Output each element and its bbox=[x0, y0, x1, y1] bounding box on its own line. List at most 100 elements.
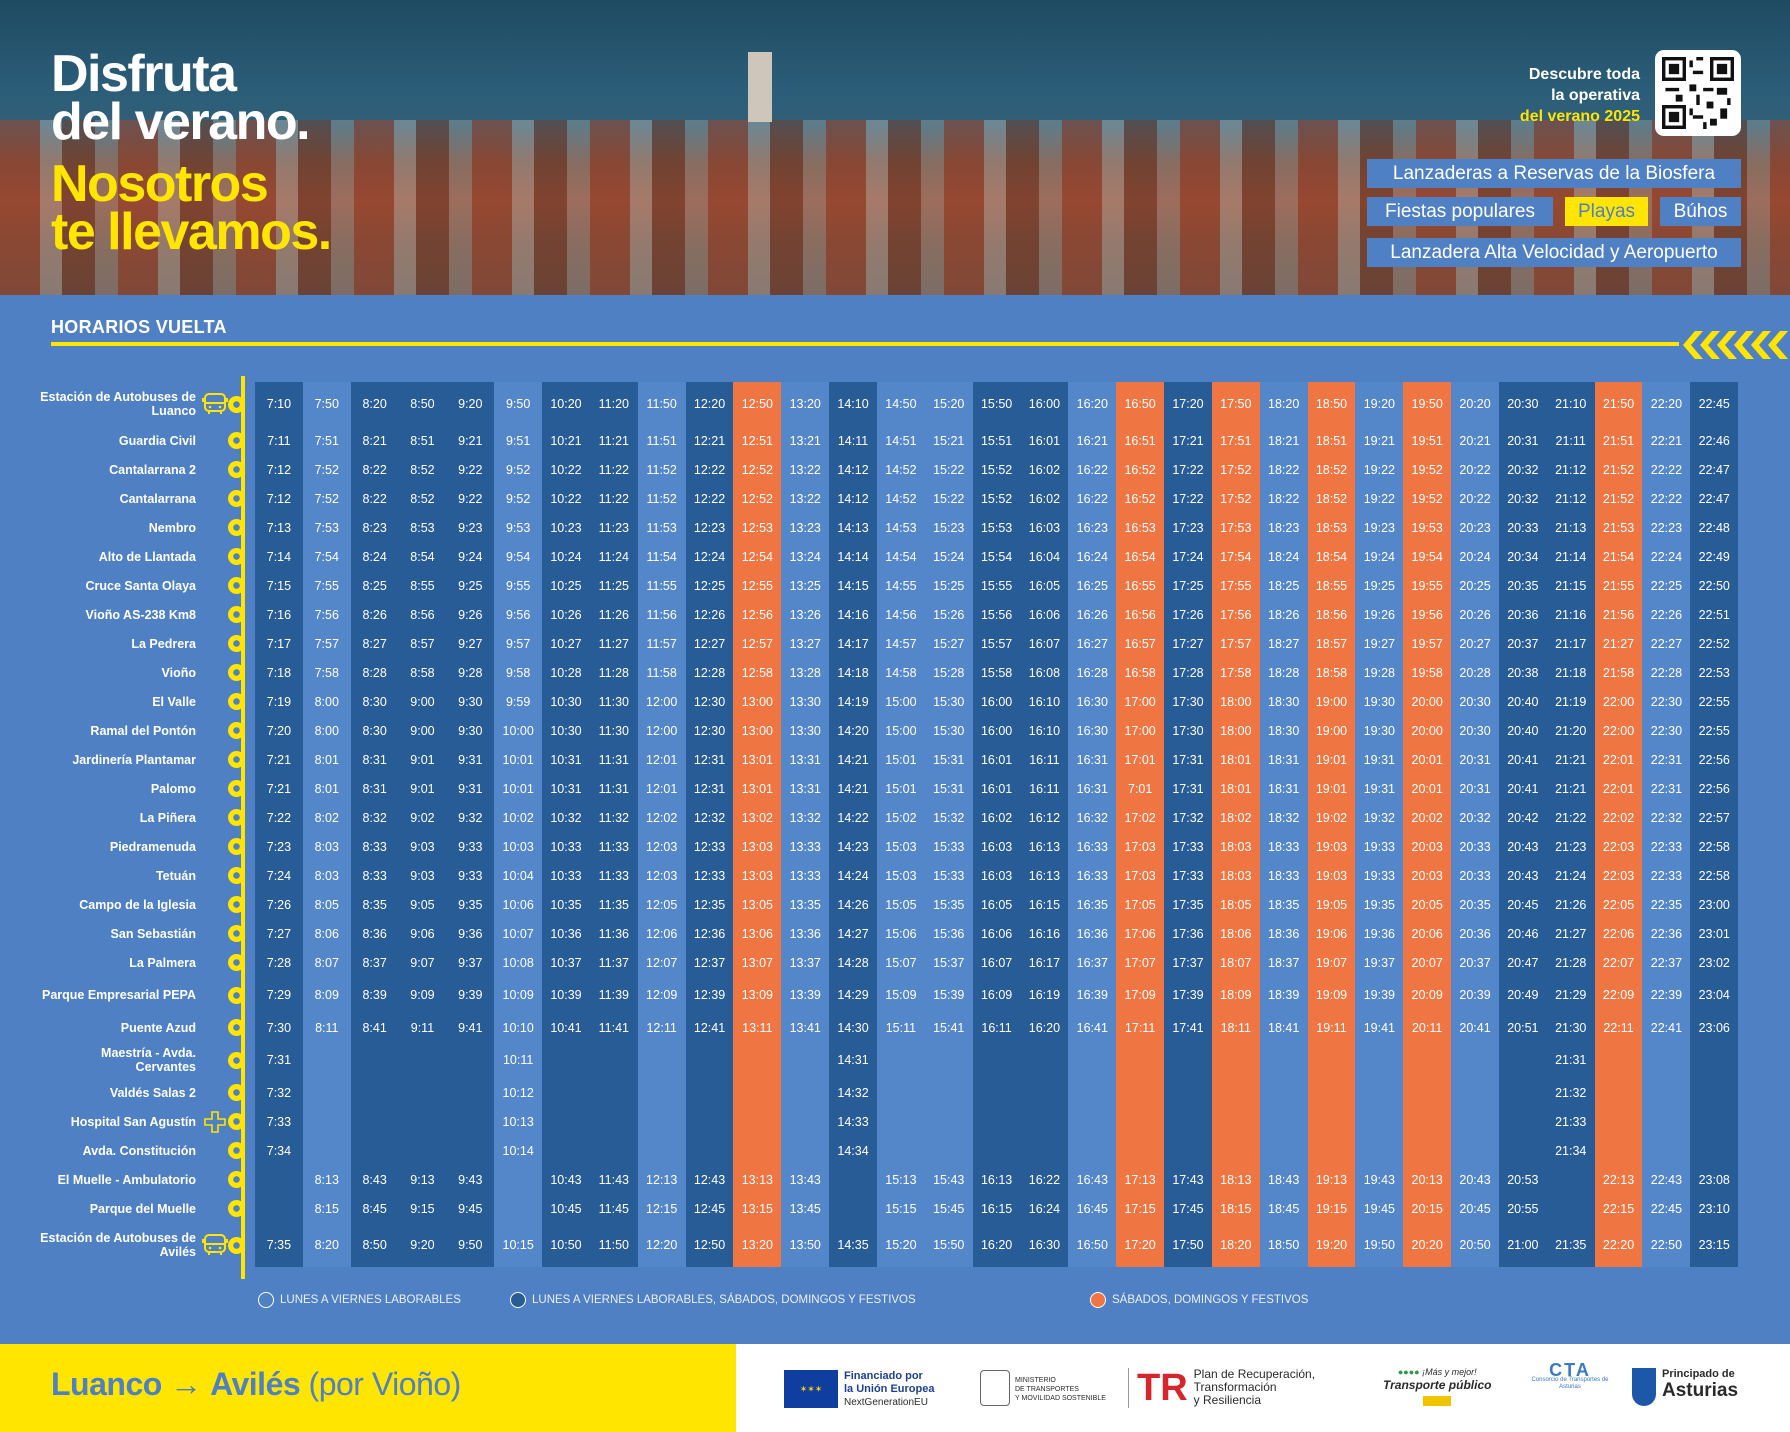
time-cell: 20:01 bbox=[1403, 745, 1452, 774]
time-cell: 16:11 bbox=[1020, 745, 1069, 774]
time-cell: 21:16 bbox=[1546, 600, 1595, 629]
time-cell: 22:58 bbox=[1690, 861, 1739, 890]
time-cell bbox=[924, 1078, 973, 1107]
time-cell: 17:36 bbox=[1164, 919, 1212, 948]
stop-name: Nembro bbox=[148, 520, 196, 535]
time-cell: 12:43 bbox=[685, 1165, 734, 1194]
time-cell: 15:50 bbox=[924, 1223, 973, 1267]
time-cell: 22:47 bbox=[1690, 484, 1739, 513]
time-cell: 10:22 bbox=[542, 455, 590, 484]
time-cell: 13:15 bbox=[733, 1194, 782, 1223]
time-cell: 22:58 bbox=[1690, 832, 1739, 861]
time-cell: 11:51 bbox=[637, 426, 686, 455]
time-cell: 10:14 bbox=[494, 1136, 543, 1165]
time-cell: 19:09 bbox=[1307, 977, 1356, 1013]
time-cell: 16:51 bbox=[1116, 426, 1165, 455]
time-cell: 21:35 bbox=[1546, 1223, 1595, 1267]
time-cell: 9:05 bbox=[398, 890, 447, 919]
time-cell: 12:31 bbox=[685, 774, 734, 803]
time-cell: 16:13 bbox=[1020, 832, 1069, 861]
time-cell: 7:31 bbox=[255, 1042, 303, 1078]
time-cell: 21:23 bbox=[1546, 832, 1595, 861]
time-cell: 20:02 bbox=[1403, 803, 1452, 832]
time-cell: 18:56 bbox=[1307, 600, 1356, 629]
time-cell: 22:56 bbox=[1690, 774, 1739, 803]
time-cell: 18:35 bbox=[1259, 890, 1308, 919]
time-cell: 11:43 bbox=[589, 1165, 638, 1194]
time-cell: 21:33 bbox=[1546, 1107, 1595, 1136]
time-cell bbox=[1690, 1136, 1739, 1165]
time-cell bbox=[542, 1078, 590, 1107]
time-cell: 13:37 bbox=[781, 948, 830, 977]
time-cell: 11:33 bbox=[589, 832, 638, 861]
time-cell: 18:21 bbox=[1259, 426, 1308, 455]
time-cell: 22:51 bbox=[1690, 600, 1739, 629]
time-cell: 17:50 bbox=[1211, 382, 1260, 426]
time-cell: 11:52 bbox=[637, 455, 686, 484]
time-cell: 7:26 bbox=[255, 890, 303, 919]
time-cell: 13:28 bbox=[781, 658, 830, 687]
time-cell: 22:15 bbox=[1594, 1194, 1643, 1223]
time-cell: 9:15 bbox=[398, 1194, 447, 1223]
time-cell: 16:58 bbox=[1116, 658, 1165, 687]
time-cell: 8:54 bbox=[398, 542, 447, 571]
stop-row: Vioño AS-238 Km8 7:16 7:56 8:26 8:56 9:26 9:56… bbox=[0, 600, 1790, 629]
stop-row: Parque Empresarial PEPA 7:29 8:09 8:39 9:09 9… bbox=[0, 977, 1790, 1013]
time-cell: 11:39 bbox=[589, 977, 638, 1013]
stop-name: Estación de Autobuses de Luanco bbox=[40, 390, 196, 418]
stop-dot-icon bbox=[228, 1019, 245, 1036]
time-cell: 17:50 bbox=[1164, 1223, 1212, 1267]
time-cell: 22:45 bbox=[1642, 1194, 1691, 1223]
time-cell: 16:22 bbox=[1020, 1165, 1069, 1194]
link-fiestas-populares[interactable]: Fiestas populares bbox=[1367, 197, 1553, 226]
time-cell: 22:28 bbox=[1642, 658, 1691, 687]
time-cell: 18:20 bbox=[1211, 1223, 1260, 1267]
time-cell: 16:30 bbox=[1068, 687, 1117, 716]
route-line bbox=[241, 376, 245, 1279]
time-cell: 8:15 bbox=[302, 1194, 351, 1223]
time-cell: 20:34 bbox=[1498, 542, 1547, 571]
stop-name: Estación de Autobuses de Avilés bbox=[40, 1231, 196, 1259]
time-cell: 11:30 bbox=[589, 716, 638, 745]
time-cell bbox=[1164, 1107, 1212, 1136]
time-cell: 20:25 bbox=[1451, 571, 1499, 600]
time-cell: 9:52 bbox=[494, 484, 543, 513]
time-cell: 12:26 bbox=[685, 600, 734, 629]
time-cell: 14:55 bbox=[876, 571, 925, 600]
time-cell: 7:51 bbox=[302, 426, 351, 455]
time-cell: 12:22 bbox=[685, 455, 734, 484]
stop-row: Hospital San Agustín 7:33 10:13 14:33 21:33 bbox=[0, 1107, 1790, 1136]
time-cell: 11:27 bbox=[589, 629, 638, 658]
link-lanzaderas-biosfera[interactable]: Lanzaderas a Reservas de la Biosfera bbox=[1367, 159, 1741, 188]
time-cell: 16:26 bbox=[1068, 600, 1117, 629]
time-cell: 9:53 bbox=[494, 513, 543, 542]
qr-code[interactable] bbox=[1655, 50, 1741, 136]
link-playas[interactable]: Playas bbox=[1565, 197, 1648, 226]
time-cell: 15:06 bbox=[876, 919, 925, 948]
time-cell: 21:18 bbox=[1546, 658, 1595, 687]
time-cell: 13:30 bbox=[781, 716, 830, 745]
time-cell: 15:22 bbox=[924, 484, 973, 513]
time-cell: 19:52 bbox=[1403, 455, 1452, 484]
time-cell: 12:41 bbox=[685, 1013, 734, 1042]
time-cell: 8:57 bbox=[398, 629, 447, 658]
stop-name: Guardia Civil bbox=[118, 433, 196, 448]
time-cell: 20:41 bbox=[1451, 1013, 1499, 1042]
coat-of-arms-icon bbox=[980, 1370, 1010, 1406]
time-cell: 13:20 bbox=[781, 382, 830, 426]
time-cell: 9:33 bbox=[446, 832, 495, 861]
time-cell: 20:50 bbox=[1451, 1223, 1499, 1267]
time-cell: 19:55 bbox=[1403, 571, 1452, 600]
stop-dot-icon bbox=[228, 1051, 245, 1069]
time-cell: 14:17 bbox=[829, 629, 877, 658]
time-cell: 18:36 bbox=[1259, 919, 1308, 948]
link-buhos[interactable]: Búhos bbox=[1660, 197, 1741, 226]
time-cell: 10:03 bbox=[494, 832, 543, 861]
time-cell: 15:27 bbox=[924, 629, 973, 658]
time-cell: 20:43 bbox=[1451, 1165, 1499, 1194]
time-cell: 17:00 bbox=[1116, 716, 1165, 745]
time-cell: 22:49 bbox=[1690, 542, 1739, 571]
time-cell bbox=[1116, 1107, 1165, 1136]
link-lanzadera-alta-velocidad[interactable]: Lanzadera Alta Velocidad y Aeropuerto bbox=[1367, 238, 1741, 267]
time-cell: 10:01 bbox=[494, 774, 543, 803]
